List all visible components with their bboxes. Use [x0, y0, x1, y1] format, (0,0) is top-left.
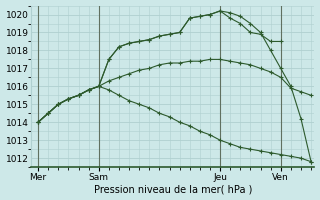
X-axis label: Pression niveau de la mer( hPa ): Pression niveau de la mer( hPa ): [94, 184, 252, 194]
